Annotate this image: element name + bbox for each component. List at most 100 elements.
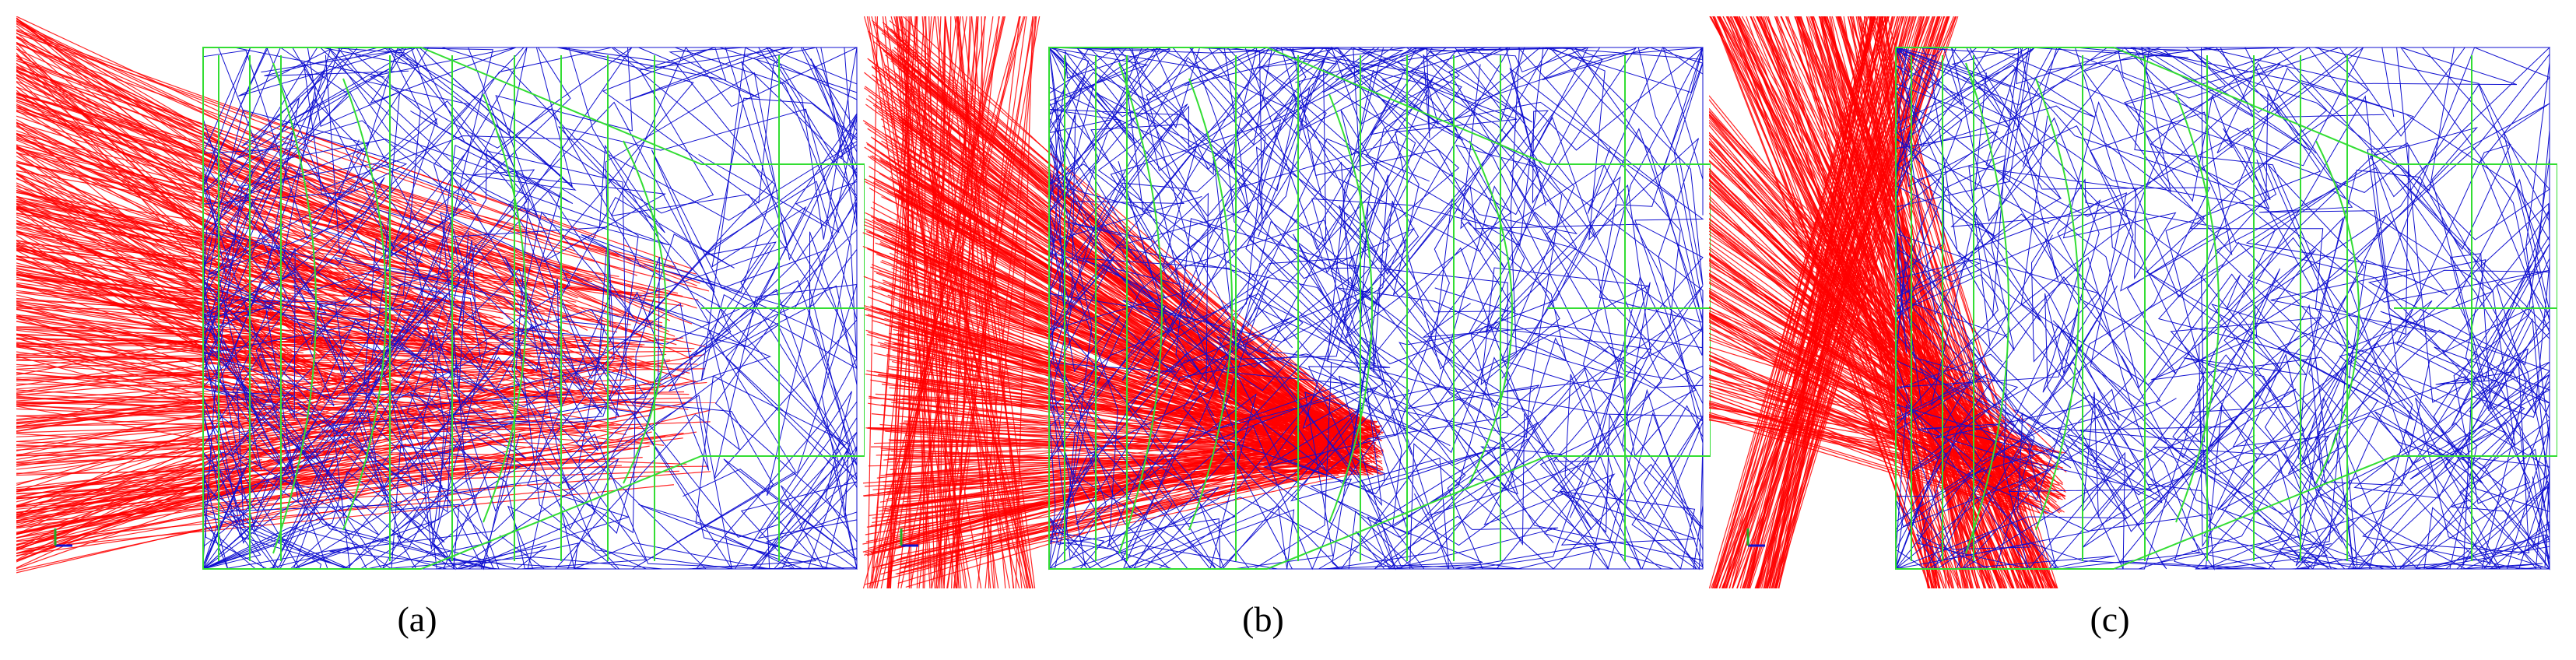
ray-path <box>202 47 607 535</box>
ray <box>1709 150 2013 514</box>
axis-icon <box>900 528 918 547</box>
ray-path <box>1048 93 1559 570</box>
lens-surface <box>1965 62 2009 554</box>
ray <box>16 382 662 443</box>
ray <box>16 388 567 463</box>
ray <box>944 16 1015 588</box>
ray <box>16 191 706 348</box>
ray <box>885 303 1339 475</box>
ray <box>1709 328 2009 485</box>
ray-path <box>2150 47 2550 570</box>
ray <box>869 16 1024 588</box>
ray <box>904 467 1338 569</box>
lens-surface <box>2175 93 2220 523</box>
ray <box>16 363 271 428</box>
ray <box>899 16 1028 588</box>
ray <box>872 16 1026 588</box>
ray <box>916 16 942 588</box>
ray <box>16 389 592 425</box>
ray <box>1709 114 2045 471</box>
ray <box>16 367 549 526</box>
ray <box>16 395 585 475</box>
lens-surface <box>342 78 387 531</box>
ray <box>16 275 578 379</box>
ray <box>893 451 1358 508</box>
ray <box>886 452 1348 463</box>
ray <box>16 432 684 520</box>
ray <box>1709 107 2051 502</box>
ray <box>16 60 577 252</box>
ray <box>16 212 663 299</box>
ray <box>16 144 661 304</box>
ray <box>872 440 1327 524</box>
ray-path <box>610 46 858 497</box>
ray <box>1857 16 1967 588</box>
ray <box>16 230 258 332</box>
ray <box>16 353 486 390</box>
ray <box>890 448 1326 507</box>
ray <box>1709 315 2039 507</box>
ray <box>883 469 1353 559</box>
ray <box>870 16 918 588</box>
ray <box>946 16 1034 588</box>
ray <box>16 230 618 333</box>
ray <box>16 414 651 533</box>
ray <box>16 93 677 269</box>
ray <box>906 270 1332 457</box>
ray <box>1709 198 2009 510</box>
ray <box>16 315 481 362</box>
ray <box>1709 367 2006 497</box>
ray <box>16 151 285 314</box>
ray <box>899 463 1368 528</box>
ray <box>16 97 676 337</box>
ray <box>1709 140 2041 493</box>
ray <box>16 234 256 384</box>
ray <box>16 132 495 327</box>
ray <box>16 412 535 437</box>
ray-path <box>557 285 858 570</box>
ray-view <box>16 16 865 574</box>
lens-outline <box>1895 47 2557 570</box>
ray <box>16 208 562 348</box>
ray <box>887 16 916 588</box>
lens-surface <box>623 140 667 484</box>
ray <box>16 445 650 546</box>
ray-path <box>202 62 858 570</box>
ray <box>896 16 942 588</box>
ray <box>16 375 394 486</box>
ray <box>16 22 611 309</box>
ray <box>16 205 690 374</box>
ray <box>883 66 1343 424</box>
ray <box>872 201 1374 469</box>
ray <box>16 248 449 388</box>
ray <box>1771 16 1872 588</box>
ray <box>866 16 957 588</box>
ray-view <box>862 16 1711 588</box>
ray-path <box>1895 47 2293 569</box>
ray <box>16 119 481 366</box>
ray <box>900 465 1366 569</box>
ray <box>16 115 519 287</box>
ray <box>874 16 935 588</box>
ray <box>904 121 1345 448</box>
ray-path <box>1895 47 2551 442</box>
ray <box>894 429 1373 493</box>
ray <box>1709 178 2023 469</box>
ray <box>16 383 690 395</box>
ray <box>895 440 1376 444</box>
ray <box>921 16 962 588</box>
ray <box>957 16 1006 588</box>
ray <box>1808 16 2002 588</box>
ray <box>878 374 1335 438</box>
ray <box>1015 16 1034 588</box>
ray <box>16 427 622 500</box>
ray <box>16 470 679 494</box>
ray <box>1709 307 2040 457</box>
ray <box>16 402 716 403</box>
ray-path <box>202 46 858 570</box>
ray <box>882 429 1376 448</box>
ray-path <box>1048 47 1404 570</box>
ray-path <box>1048 47 1704 570</box>
lens-surface <box>2315 140 2360 484</box>
ray <box>16 20 475 342</box>
